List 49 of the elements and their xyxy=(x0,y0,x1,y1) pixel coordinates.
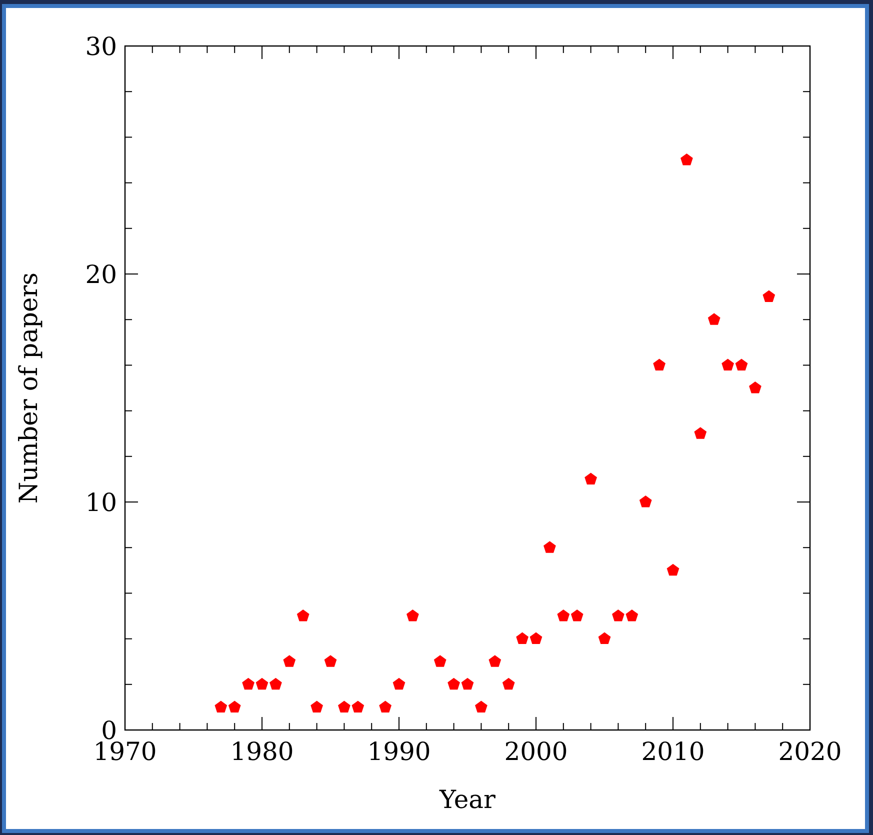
x-tick-label: 1990 xyxy=(367,737,431,766)
point xyxy=(557,610,570,622)
point xyxy=(722,358,734,370)
point xyxy=(296,610,310,622)
point xyxy=(310,700,323,712)
point xyxy=(352,700,364,712)
point xyxy=(434,655,446,667)
point xyxy=(666,564,680,576)
point xyxy=(570,610,584,622)
point xyxy=(502,678,515,690)
y-tick-label: 20 xyxy=(85,260,117,289)
point xyxy=(544,541,556,553)
x-tick-label: 2010 xyxy=(641,737,705,766)
point xyxy=(461,678,474,690)
point xyxy=(338,700,350,712)
y-axis-title: Number of papers xyxy=(14,272,43,504)
point xyxy=(694,427,707,439)
point xyxy=(653,358,666,370)
x-tick-label: 1980 xyxy=(230,737,294,766)
point xyxy=(242,678,254,690)
point xyxy=(735,358,748,370)
point xyxy=(708,313,720,325)
point xyxy=(488,655,502,667)
point xyxy=(228,700,241,712)
point xyxy=(214,700,228,712)
point xyxy=(270,678,282,690)
point xyxy=(392,678,406,690)
point xyxy=(598,632,611,644)
x-tick-label: 2000 xyxy=(504,737,568,766)
point xyxy=(626,610,638,622)
point xyxy=(584,472,597,484)
point xyxy=(448,678,460,690)
y-tick-label: 30 xyxy=(85,32,117,61)
point xyxy=(762,290,776,302)
point xyxy=(680,154,693,166)
point xyxy=(749,382,762,394)
point xyxy=(530,632,542,644)
point xyxy=(283,655,296,667)
point xyxy=(475,700,488,712)
point xyxy=(324,655,337,667)
point xyxy=(639,496,652,508)
x-tick-label: 2020 xyxy=(778,737,842,766)
x-axis-title: Year xyxy=(438,785,496,814)
point xyxy=(379,700,392,712)
point xyxy=(612,610,624,622)
point xyxy=(406,610,419,622)
y-tick-label: 10 xyxy=(85,488,117,517)
point xyxy=(516,632,528,644)
point xyxy=(256,678,268,690)
